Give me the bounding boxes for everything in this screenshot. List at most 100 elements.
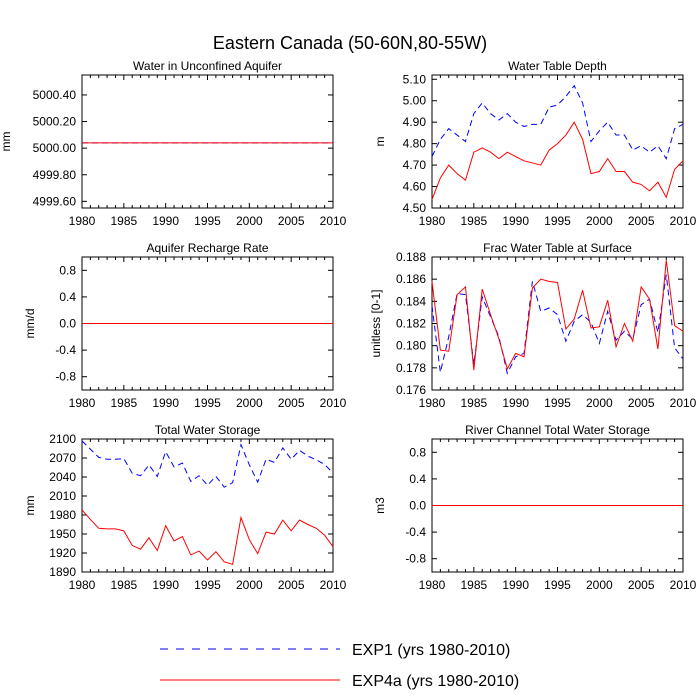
x-tick-label: 2010 [670, 396, 697, 410]
panel-4: Frac Water Table at Surface unitless [0-1… [369, 241, 697, 410]
x-tick-label: 1980 [69, 396, 96, 410]
legend-label-exp1: EXP1 (yrs 1980-2010) [352, 642, 510, 659]
panel-5: Total Water Storage mm 1980 1985 1990 1995 200… [23, 423, 347, 592]
x-tick-label: 1985 [110, 578, 137, 592]
figure-title: Eastern Canada (50-60N,80-55W) [213, 33, 487, 53]
y-tick-label: 2010 [49, 489, 76, 503]
y-tick-label: 0.8 [59, 263, 76, 277]
x-tick-label: 2000 [586, 578, 613, 592]
series-line-exp1 [431, 84, 684, 160]
x-tick-label: 2000 [586, 214, 613, 228]
y-axis-label: m3 [373, 497, 387, 514]
legend: EXP1 (yrs 1980-2010) EXP4a (yrs 1980-201… [160, 642, 519, 690]
x-tick-label: 1985 [110, 396, 137, 410]
x-tick-label: 1980 [419, 578, 446, 592]
panel-1: Water in Unconfined Aquifer mm 1980 1985 199… [0, 59, 347, 228]
series-line-exp4a [431, 260, 684, 371]
panel-3: Aquifer Recharge Rate mm/d 1980 1985 1990 199… [23, 241, 347, 410]
y-tick-label: 4.90 [403, 115, 427, 129]
y-axis-label: m [373, 137, 387, 147]
y-axis-label: mm [23, 496, 37, 516]
x-tick-label: 1990 [152, 578, 179, 592]
x-tick-label: 2010 [320, 214, 347, 228]
x-tick-label: 1995 [544, 214, 571, 228]
y-tick-label: 1890 [49, 565, 76, 579]
y-tick-label: 4.60 [403, 180, 427, 194]
panel-title: Total Water Storage [155, 423, 261, 437]
x-tick-label: 2000 [236, 396, 263, 410]
x-tick-label: 2010 [320, 396, 347, 410]
y-tick-label: 0.184 [396, 294, 426, 308]
y-tick-label: -0.4 [55, 343, 76, 357]
x-tick-label: 1985 [460, 214, 487, 228]
y-tick-label: 0.176 [396, 383, 426, 397]
y-tick-label: 5000.20 [33, 115, 77, 129]
panel-6: River Channel Total Water Storage m3 1980 1… [373, 423, 697, 592]
panel-title: River Channel Total Water Storage [465, 423, 650, 437]
y-tick-label: 5000.00 [33, 141, 77, 155]
x-tick-label: 1990 [502, 214, 529, 228]
y-tick-label: 1920 [49, 546, 76, 560]
x-tick-label: 1990 [152, 396, 179, 410]
y-tick-label: 0.0 [409, 499, 426, 513]
x-tick-label: 1995 [194, 396, 221, 410]
x-tick-label: 1995 [194, 214, 221, 228]
x-tick-label: 1980 [419, 214, 446, 228]
legend-label-exp4a: EXP4a (yrs 1980-2010) [352, 673, 519, 690]
y-tick-label: 0.4 [409, 472, 426, 486]
x-tick-label: 2005 [628, 214, 655, 228]
panel-title: Aquifer Recharge Rate [146, 241, 268, 255]
x-tick-label: 2010 [320, 578, 347, 592]
x-tick-label: 1980 [69, 578, 96, 592]
y-tick-label: 5000.40 [33, 88, 77, 102]
y-tick-label: 2100 [49, 432, 76, 446]
y-tick-label: 1980 [49, 508, 76, 522]
series-line-exp1 [81, 440, 334, 488]
y-tick-label: -0.4 [405, 525, 426, 539]
x-tick-label: 2005 [278, 578, 305, 592]
y-tick-label: 0.180 [396, 339, 426, 353]
x-tick-label: 2010 [670, 578, 697, 592]
x-tick-label: 1985 [110, 214, 137, 228]
panel-2: Water Table Depth m 1980 1985 1990 1995 2000 20… [373, 59, 697, 228]
series-line-exp4a [431, 121, 684, 200]
y-axis-label: mm/d [23, 309, 37, 339]
y-tick-label: 4.70 [403, 158, 427, 172]
y-tick-label: 4.50 [403, 201, 427, 215]
y-axis-label: mm [0, 132, 13, 152]
x-tick-label: 1990 [502, 578, 529, 592]
series-line-exp4a [81, 509, 334, 566]
y-tick-label: 1950 [49, 527, 76, 541]
y-tick-label: 0.8 [409, 445, 426, 459]
y-tick-label: 4.80 [403, 137, 427, 151]
y-tick-label: 0.0 [59, 317, 76, 331]
x-tick-label: 2005 [278, 214, 305, 228]
y-tick-label: 0.182 [396, 317, 426, 331]
x-tick-label: 1985 [460, 396, 487, 410]
x-tick-label: 1985 [460, 578, 487, 592]
x-tick-label: 1990 [152, 214, 179, 228]
x-tick-label: 1995 [194, 578, 221, 592]
panel-title: Frac Water Table at Surface [483, 241, 632, 255]
panels: Water in Unconfined Aquifer mm 1980 1985 199… [0, 59, 697, 592]
y-tick-label: 0.188 [396, 250, 426, 264]
x-tick-label: 2000 [236, 578, 263, 592]
x-tick-label: 2010 [670, 214, 697, 228]
panel-title: Water Table Depth [508, 59, 607, 73]
x-tick-label: 2000 [236, 214, 263, 228]
y-tick-label: 4999.60 [33, 194, 77, 208]
y-tick-label: 0.4 [59, 290, 76, 304]
y-tick-label: -0.8 [55, 370, 76, 384]
x-tick-label: 2000 [586, 396, 613, 410]
x-tick-label: 1980 [69, 214, 96, 228]
y-tick-label: -0.8 [405, 552, 426, 566]
y-tick-label: 5.10 [403, 72, 427, 86]
y-tick-label: 0.178 [396, 361, 426, 375]
plot-frame [81, 74, 334, 209]
y-tick-label: 2070 [49, 451, 76, 465]
y-tick-label: 5.00 [403, 94, 427, 108]
panel-title: Water in Unconfined Aquifer [133, 59, 282, 73]
x-tick-label: 1995 [544, 396, 571, 410]
x-tick-label: 1980 [419, 396, 446, 410]
